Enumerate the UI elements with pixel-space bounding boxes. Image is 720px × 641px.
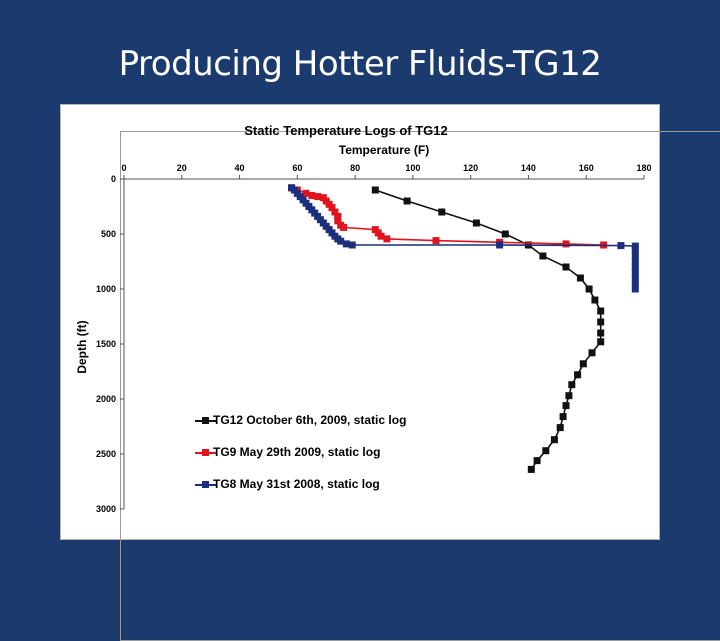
data-point-tg12 [597, 318, 605, 326]
data-point-tg12 [568, 381, 576, 389]
data-point-tg12 [562, 402, 570, 410]
data-point-tg12 [597, 307, 605, 315]
y-axis-label: Depth (ft) [75, 320, 89, 373]
data-point-tg12 [539, 252, 547, 260]
data-point-tg8 [631, 280, 639, 287]
data-point-tg12 [576, 274, 584, 282]
data-point-tg9 [562, 240, 570, 248]
data-point-tg9 [383, 235, 391, 243]
data-point-tg12 [533, 457, 541, 465]
data-point-tg12 [579, 360, 587, 368]
data-point-tg12 [588, 349, 596, 357]
y-tick-label: 1000 [96, 284, 116, 294]
data-point-tg12 [527, 465, 535, 473]
data-point-tg9 [314, 193, 322, 201]
data-point-tg8 [631, 242, 639, 250]
legend-marker-tg12 [202, 417, 209, 424]
x-tick-label: 80 [350, 163, 360, 173]
x-tick-label: 60 [292, 163, 302, 173]
data-point-tg9 [432, 237, 440, 245]
data-point-tg8 [348, 241, 356, 249]
data-point-tg8 [342, 240, 350, 248]
data-point-tg8 [631, 263, 639, 271]
data-point-tg12 [542, 447, 550, 455]
y-tick-label: 0 [111, 174, 116, 184]
data-point-tg12 [501, 230, 509, 238]
data-point-tg8 [631, 258, 639, 265]
data-point-tg8 [631, 274, 639, 282]
series-tg8 [288, 184, 639, 293]
series-layer [288, 184, 639, 473]
x-tick-label: 140 [521, 163, 536, 173]
data-point-tg8 [631, 252, 639, 260]
data-point-tg9 [334, 212, 342, 220]
legend-label-tg12: TG12 October 6th, 2009, static log [213, 413, 407, 427]
data-point-tg12 [556, 424, 564, 432]
slide-title: Producing Hotter Fluids-TG12 [118, 44, 602, 84]
x-tick-label: 0 [121, 163, 126, 173]
data-point-tg12 [585, 285, 593, 293]
data-point-tg8 [631, 247, 639, 254]
y-tick-label: 2000 [96, 394, 116, 404]
data-point-tg9 [377, 232, 385, 240]
data-point-tg12 [562, 263, 570, 271]
data-point-tg9 [331, 208, 339, 216]
data-point-tg12 [403, 197, 411, 205]
temperature-depth-chart: Static Temperature Logs of TG12 Temperat… [75, 123, 652, 514]
data-point-tg12 [550, 436, 558, 444]
data-point-tg12 [371, 186, 379, 194]
data-point-tg12 [565, 392, 573, 400]
data-point-tg12 [597, 329, 605, 337]
data-point-tg8 [337, 237, 345, 245]
data-point-tg9 [328, 204, 336, 212]
x-tick-label: 180 [636, 163, 651, 173]
y-tick-label: 1500 [96, 339, 116, 349]
data-point-tg12 [591, 296, 599, 304]
data-point-tg12 [559, 413, 567, 421]
data-point-tg8 [631, 285, 639, 293]
data-point-tg12 [472, 219, 480, 227]
legend-label-tg9: TG9 May 29th 2009, static log [213, 445, 381, 459]
data-point-tg9 [308, 192, 316, 199]
series-line-tg12 [375, 189, 602, 470]
data-point-tg12 [597, 338, 605, 346]
chart-panel: Static Temperature Logs of TG12 Temperat… [60, 104, 720, 641]
chart-title: Static Temperature Logs of TG12 [244, 123, 447, 138]
x-axis-label: Temperature (F) [339, 143, 429, 157]
x-tick-label: 160 [579, 163, 594, 173]
data-point-tg9 [302, 189, 310, 197]
legend-marker-tg8 [202, 481, 209, 488]
data-point-tg8 [631, 269, 639, 276]
y-tick-label: 3000 [96, 504, 116, 514]
x-tick-label: 100 [405, 163, 420, 173]
legend-label-tg8: TG8 May 31st 2008, static log [213, 477, 380, 491]
axes: 0 20 40 60 80 100 120 140 160 180 0 500 1000 1500 2000… [96, 163, 652, 514]
legend-marker-tg9 [202, 449, 209, 456]
x-tick-label: 40 [235, 163, 245, 173]
x-tick-label: 20 [177, 163, 187, 173]
data-point-tg9 [340, 223, 348, 231]
series-tg12 [371, 186, 605, 473]
data-point-tg12 [574, 371, 582, 379]
data-point-tg8 [496, 241, 504, 249]
y-tick-label: 2500 [96, 449, 116, 459]
data-point-tg9 [334, 217, 342, 225]
y-tick-label: 500 [101, 229, 116, 239]
data-point-tg8 [617, 242, 625, 250]
data-point-tg12 [438, 208, 446, 216]
x-tick-label: 120 [463, 163, 478, 173]
